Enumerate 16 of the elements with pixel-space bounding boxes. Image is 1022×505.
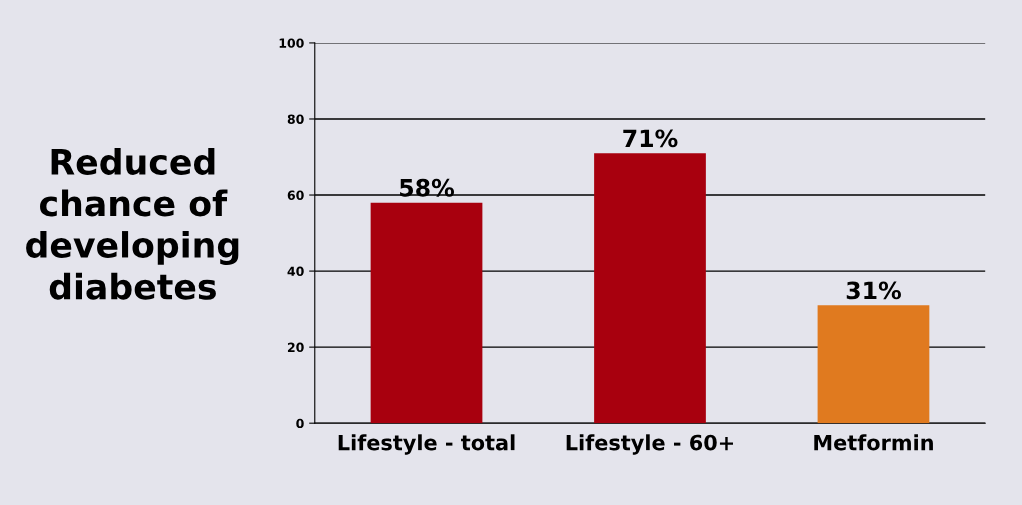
x-tick-label: Lifestyle - 60+	[566, 434, 733, 455]
data-label: 71%	[623, 129, 678, 148]
y-tick-label: 20	[287, 342, 304, 353]
y-tick-label: 0	[296, 418, 304, 429]
y-tick-label: 100	[279, 38, 304, 48]
data-label: 58%	[400, 178, 455, 197]
data-label: 31%	[846, 281, 901, 300]
bar	[594, 153, 706, 424]
bar	[370, 202, 483, 424]
y-tick-label: 60	[287, 190, 304, 200]
bar	[817, 305, 930, 424]
x-tick-label: Metformin	[814, 434, 933, 451]
y-tick-label: 80	[287, 114, 304, 124]
x-tick-label: Lifestyle - total	[338, 434, 515, 455]
y-tick-label: 40	[287, 266, 304, 277]
y-axis-title: Reduced chance of developing diabetes	[26, 148, 239, 300]
